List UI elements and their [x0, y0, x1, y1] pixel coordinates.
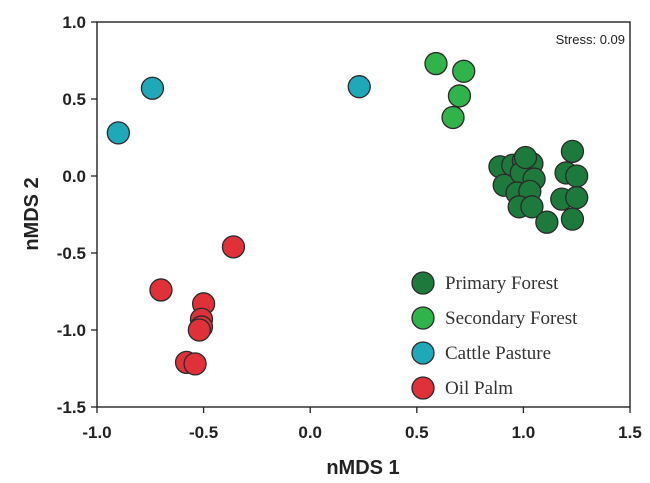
y-tick-label: 1.0 — [62, 13, 86, 32]
y-tick-label: 0.5 — [62, 90, 86, 109]
x-tick-label: 0.5 — [405, 423, 429, 442]
axis-ticks: -1.0 -0.5 0.0 0.5 1.0 1.5 1.0 0.5 0.0 -0.5 -1.0 -1.… — [57, 13, 642, 442]
y-tick-label: -1.5 — [57, 398, 86, 417]
cattle-pasture-point — [106, 121, 130, 145]
cattle-pasture-point — [347, 75, 371, 99]
legend-marker-oil-palm — [411, 376, 435, 400]
secondary-forest-point — [452, 59, 476, 83]
x-tick-label: -0.5 — [189, 423, 218, 442]
secondary-forest-point — [441, 105, 465, 130]
primary-forest-point — [513, 145, 538, 170]
y-axis-label: nMDS 2 — [21, 177, 43, 250]
x-axis-label: nMDS 1 — [326, 457, 399, 479]
y-tick-label: -1.0 — [57, 321, 86, 340]
legend-marker-primary-forest — [411, 271, 435, 295]
legend: Primary Forest Secondary Forest Cattle Pas… — [411, 271, 578, 400]
legend-label-cattle-pasture: Cattle Pasture — [445, 343, 551, 364]
primary-forest-point — [560, 207, 585, 231]
legend-label-oil-palm: Oil Palm — [445, 378, 513, 399]
x-tick-label: 0.0 — [298, 423, 322, 442]
x-tick-label: 1.5 — [618, 423, 642, 442]
primary-forest-point — [565, 185, 589, 210]
oil-palm-point — [221, 235, 246, 259]
cattle-pasture-point — [140, 76, 165, 100]
secondary-forest-point — [447, 84, 472, 108]
legend-label-secondary-forest: Secondary Forest — [445, 308, 578, 329]
primary-forest-point — [565, 164, 589, 188]
oil-palm-point — [187, 318, 211, 342]
primary-forest-point — [560, 139, 585, 164]
primary-forest-point — [520, 195, 544, 219]
x-tick-label: -1.0 — [82, 423, 111, 442]
oil-palm-point — [149, 278, 173, 302]
x-tick-label: 1.0 — [512, 423, 536, 442]
legend-marker-secondary-forest — [411, 306, 435, 330]
primary-forest-point — [535, 210, 559, 234]
legend-marker-cattle-pasture — [411, 341, 435, 365]
y-tick-label: 0.0 — [62, 167, 86, 186]
secondary-forest-point — [424, 51, 448, 76]
plot-frame — [96, 21, 631, 408]
oil-palm-point — [183, 352, 207, 376]
legend-label-primary-forest: Primary Forest — [445, 273, 559, 294]
y-tick-label: -0.5 — [57, 244, 86, 263]
stress-annotation: Stress: 0.09 — [556, 32, 625, 47]
data-points — [106, 51, 589, 376]
